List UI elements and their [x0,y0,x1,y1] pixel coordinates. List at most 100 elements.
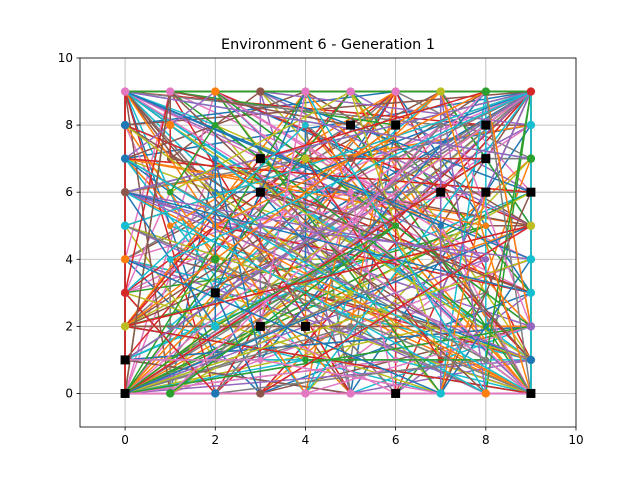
node-marker [301,154,310,163]
x-tick-label: 2 [211,433,219,447]
path-line [122,124,442,395]
node-marker [120,221,130,230]
node-marker [256,389,265,398]
y-tick-label: 0 [65,386,73,400]
obstacle-marker [391,388,401,398]
path-point [302,356,309,364]
node-marker [120,187,130,197]
node-marker [481,389,491,398]
path-line [260,90,532,126]
node-marker [165,389,175,398]
path-point [212,121,219,129]
path-point [347,323,354,330]
obstacle-marker [255,321,265,331]
node-marker [165,120,175,130]
path-line [485,91,532,394]
path-point [437,121,444,129]
node-marker [346,389,355,398]
node-marker [526,87,536,96]
node-marker [301,389,310,398]
node-marker [211,322,220,331]
node-marker [526,221,536,230]
obstacle-marker [255,187,265,197]
node-marker [526,322,536,331]
obstacle-marker [481,154,491,164]
obstacle-marker [255,154,265,164]
obstacle-marker [526,187,536,197]
y-tick-label: 10 [58,51,73,65]
node-marker [211,389,220,398]
path-point [482,222,490,229]
path-point [347,155,354,162]
x-tick-label: 8 [482,433,490,447]
x-tick-label: 0 [121,433,129,447]
node-marker [526,255,536,264]
y-axis-ticks: 0 2 4 6 8 10 [58,51,80,400]
path-lines [121,88,535,397]
obstacle-marker [391,120,401,130]
obstacle-marker [526,388,536,398]
node-marker [436,87,445,96]
node-marker [120,255,130,264]
obstacle-marker [300,321,310,331]
y-tick-label: 2 [65,319,73,333]
path-line [124,258,442,395]
path-point [257,222,264,229]
path-point [482,256,490,263]
node-marker [436,389,445,398]
obstacle-marker [120,388,130,398]
node-marker [526,288,536,298]
x-tick-label: 4 [302,433,310,447]
x-axis-ticks: 0 2 4 6 8 10 [121,427,584,447]
path-point [257,356,264,364]
node-marker [120,154,130,163]
path-line [124,91,261,294]
plot-frame [79,57,577,428]
path-point [302,121,309,129]
node-marker [120,87,130,96]
path-line [124,124,351,294]
node-marker [211,87,220,96]
x-tick-label: 10 [568,433,583,447]
path-point [482,356,490,364]
node-marker [346,87,355,96]
path-point [166,222,174,229]
node-marker [120,120,130,130]
y-tick-label: 6 [65,185,73,199]
path-point [392,222,399,229]
obstacle-marker [481,120,491,130]
node-marker [391,87,400,96]
node-marker [481,87,491,96]
node-marker [165,87,175,96]
node-marker [256,87,265,96]
obstacle-marker [436,187,446,197]
path-point [166,256,174,263]
y-tick-label: 4 [65,252,73,266]
obstacle-marker [120,355,130,365]
obstacle-marker [481,187,491,197]
path-line [260,224,532,261]
path-line [169,124,216,193]
node-marker [526,154,536,163]
obstacle-marker [210,288,220,298]
path-point [257,256,264,263]
node-marker [526,355,536,365]
obstacle-marker [346,120,356,130]
path-point [437,222,444,229]
node-markers [120,87,536,398]
path-line [124,225,532,395]
y-tick-label: 8 [65,118,73,132]
node-marker [211,255,220,264]
path-point [166,188,174,196]
path-line [349,158,532,361]
path-point [347,188,354,196]
x-tick-label: 6 [392,433,400,447]
node-marker [120,288,130,298]
path-point [347,289,354,297]
node-marker [526,120,536,130]
node-marker [301,87,310,96]
chart-title: Environment 6 - Generation 1 [221,37,435,53]
node-marker [120,322,130,331]
obstacle-markers [120,120,536,398]
